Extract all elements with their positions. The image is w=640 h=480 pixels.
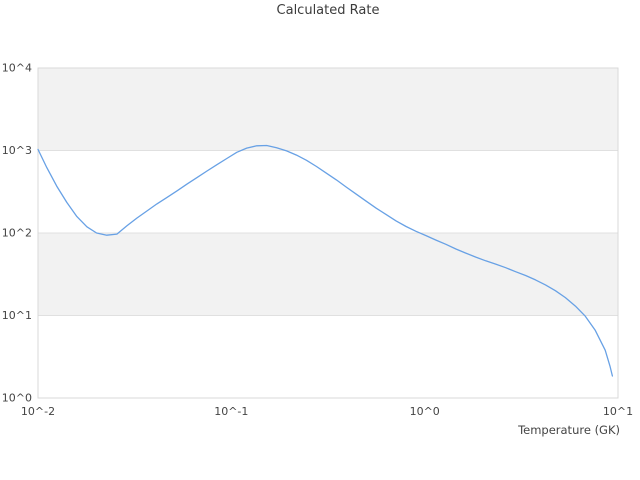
y-tick-label: 10^3 <box>2 144 32 157</box>
y-tick-label: 10^2 <box>2 227 32 240</box>
chart-title: Calculated Rate <box>276 3 380 18</box>
x-tick-label: 10^1 <box>603 405 633 418</box>
y-tick-label: 10^4 <box>2 62 32 75</box>
x-axis-title: Temperature (GK) <box>518 423 620 437</box>
grid-band <box>38 233 618 316</box>
plot-frame <box>37 67 619 399</box>
grid-band <box>38 68 618 151</box>
x-tick-label: 10^-1 <box>214 405 248 418</box>
x-tick-label: 10^0 <box>410 405 440 418</box>
x-tick-label: 10^-2 <box>21 405 55 418</box>
y-tick-label: 10^0 <box>2 392 32 405</box>
rate-curve <box>37 144 614 377</box>
y-tick-label: 10^1 <box>2 309 32 322</box>
